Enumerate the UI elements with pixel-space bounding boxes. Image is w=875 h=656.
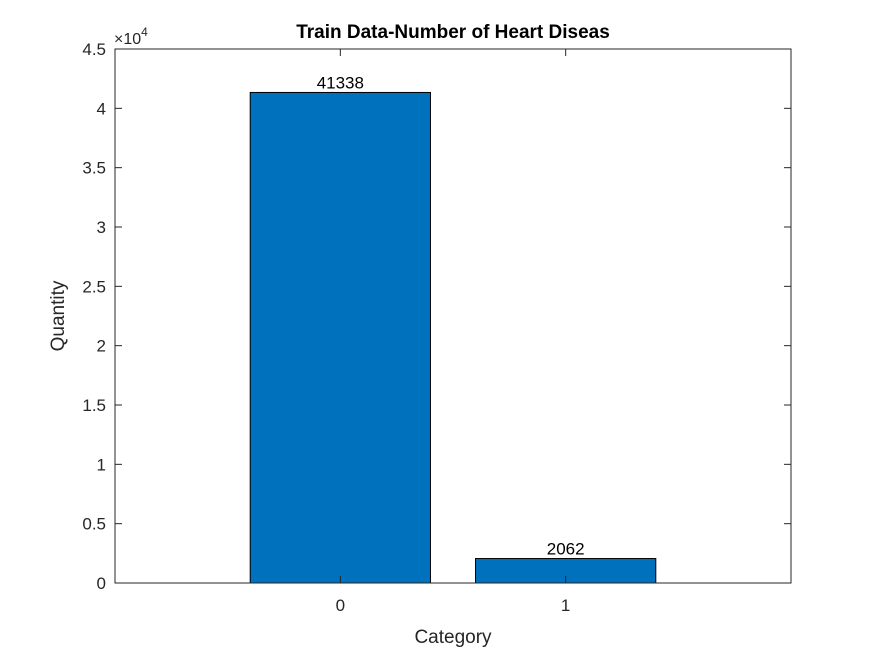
y-tick-label: 3.5 xyxy=(82,159,106,178)
y-tick-label: 4 xyxy=(97,99,106,118)
bar-value-label: 41338 xyxy=(317,73,364,92)
y-exponent-power: 4 xyxy=(141,25,148,39)
y-exponent-label: ×104 xyxy=(114,25,148,48)
y-tick-label: 1.5 xyxy=(82,396,106,415)
x-axis-label: Category xyxy=(414,627,492,648)
x-tick-label: 1 xyxy=(561,596,570,615)
y-tick-label: 0.5 xyxy=(82,515,106,534)
axes-box xyxy=(114,48,792,584)
y-tick-label: 2.5 xyxy=(82,277,106,296)
y-tick-label: 3 xyxy=(97,218,106,237)
y-tick-label: 1 xyxy=(97,455,106,474)
bar-0 xyxy=(249,91,431,584)
y-tick-label: 4.5 xyxy=(82,40,106,59)
plot-area xyxy=(115,49,791,583)
y-exponent-base: ×10 xyxy=(114,31,141,48)
chart-title: Train Data-Number of Heart Diseas xyxy=(296,22,610,43)
x-tick-label: 0 xyxy=(336,596,345,615)
y-tick-label: 0 xyxy=(97,574,106,593)
y-axis-label: Quantity xyxy=(48,280,69,351)
bar-value-label: 2062 xyxy=(547,540,585,559)
y-tick-label: 2 xyxy=(97,337,106,356)
